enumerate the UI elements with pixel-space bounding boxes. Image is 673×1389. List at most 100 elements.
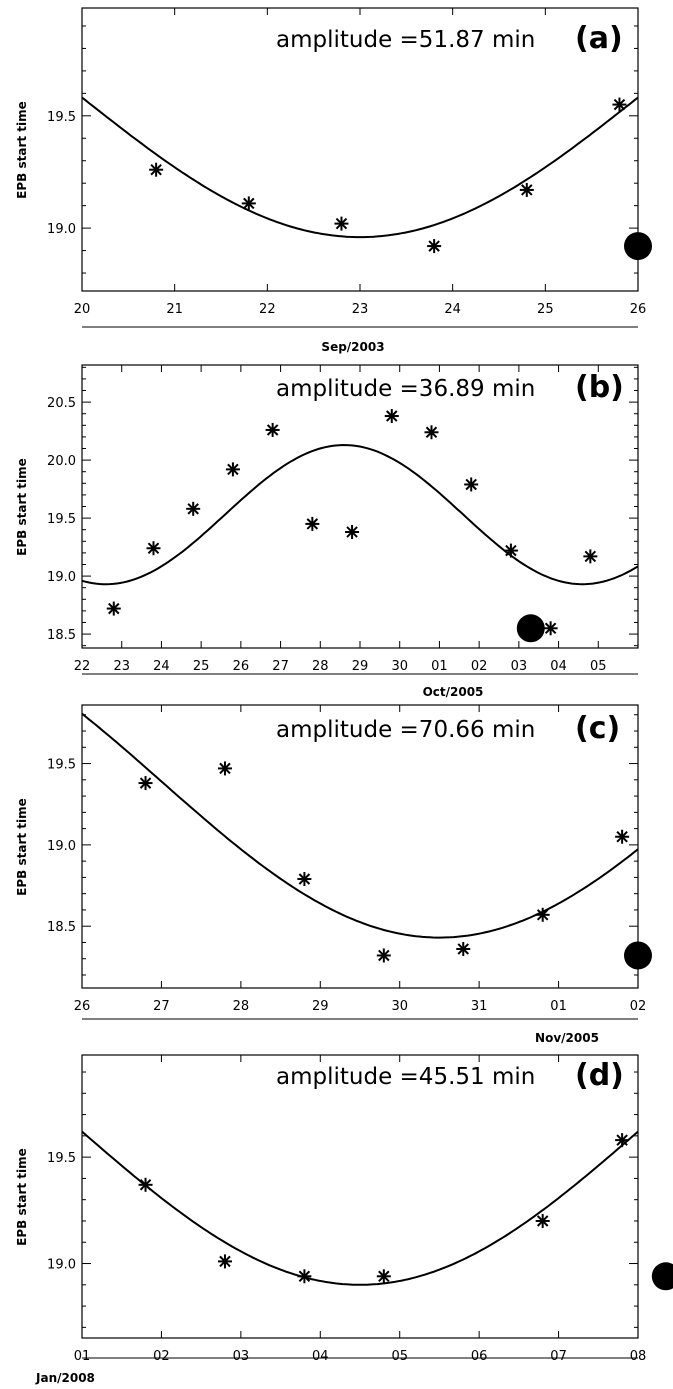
x-axis-label-d: Jan/2008: [35, 1371, 95, 1385]
y-tick-label-a: 19.0: [47, 222, 76, 237]
asterisk-point-d: [217, 1254, 232, 1269]
y-tick-label-b: 20.0: [47, 454, 76, 469]
amplitude-annotation-c: amplitude =70.66 min: [276, 717, 535, 743]
asterisk-point-c: [376, 948, 391, 963]
x-tick-label-a: 24: [444, 302, 461, 317]
filled-circle-point-a: [624, 232, 652, 261]
data-points-c: [138, 761, 652, 970]
x-tick-label-d: 05: [391, 1349, 408, 1364]
data-points-d: [138, 1133, 673, 1291]
asterisk-point-a: [612, 97, 627, 112]
asterisk-point-b: [265, 422, 280, 437]
x-tick-label-b: 03: [511, 659, 528, 674]
y-tick-label-b: 20.5: [47, 396, 76, 411]
x-tick-label-b: 29: [352, 659, 369, 674]
panel-d: 01 02 03 04 05 06 07 08 19.0 19.5 amplitude =45.…: [15, 1054, 673, 1385]
x-axis-label-a: Sep/2003: [321, 340, 384, 354]
fit-curve-c: [82, 712, 638, 939]
y-axis-ticks-b: 18.5 19.0 19.5 20.0 20.5: [47, 366, 638, 647]
asterisk-point-c: [456, 941, 471, 956]
panel-label-d: (d): [575, 1058, 624, 1093]
asterisk-point-d: [376, 1269, 391, 1284]
x-tick-label-b: 22: [74, 659, 91, 674]
panel-a: 20 21 22 23 24 25 26 19.0 19.5 amplitude =51.87…: [15, 7, 652, 354]
x-tick-label-b: 30: [391, 659, 408, 674]
x-axis-label-b: Oct/2005: [423, 685, 484, 699]
x-tick-label-c: 30: [391, 999, 408, 1014]
fit-curve-a: [82, 96, 638, 239]
x-tick-label-b: 02: [471, 659, 488, 674]
asterisk-point-a: [427, 239, 442, 254]
panel-b: 22 23 24 25 26 27 28 29 30 01 02 03 04 05 18.5 19.0 19.…: [15, 364, 639, 699]
asterisk-point-b: [503, 543, 518, 558]
amplitude-annotation-a: amplitude =51.87 min: [276, 27, 535, 53]
x-tick-label-a: 23: [352, 302, 369, 317]
x-tick-label-d: 01: [74, 1349, 91, 1364]
x-tick-label-a: 25: [537, 302, 554, 317]
data-points-a: [149, 97, 652, 261]
y-axis-label-c: EPB start time: [15, 798, 29, 896]
x-axis-ticks-a: 20 21 22 23 24 25 26: [74, 8, 647, 317]
y-tick-label-b: 19.0: [47, 570, 76, 585]
filled-circle-point-b: [516, 614, 545, 643]
y-tick-label-d: 19.5: [47, 1151, 76, 1166]
x-tick-label-c: 28: [233, 999, 250, 1014]
panel-c: 26 27 28 29 30 31 01 02 18.5 19.0 19.5 amplitude …: [15, 704, 652, 1045]
x-tick-label-a: 22: [259, 302, 276, 317]
x-tick-label-d: 02: [153, 1349, 170, 1364]
y-axis-ticks-a: 19.0 19.5: [47, 25, 638, 274]
asterisk-point-b: [543, 621, 558, 636]
x-tick-label-d: 04: [312, 1349, 329, 1364]
y-axis-ticks-c: 18.5 19.0 19.5: [47, 714, 638, 976]
asterisk-point-b: [384, 409, 399, 424]
amplitude-annotation-d: amplitude =45.51 min: [276, 1064, 535, 1090]
x-tick-label-c: 26: [74, 999, 91, 1014]
x-tick-label-c: 31: [471, 999, 488, 1014]
x-tick-label-b: 01: [431, 659, 448, 674]
asterisk-point-c: [297, 872, 312, 887]
fit-line-d: [82, 1130, 638, 1286]
x-tick-label-b: 26: [233, 659, 250, 674]
fit-line-a: [82, 96, 638, 239]
asterisk-point-a: [334, 216, 349, 231]
asterisk-point-b: [186, 501, 201, 516]
y-axis-label-b: EPB start time: [15, 458, 29, 556]
x-tick-label-d: 08: [630, 1349, 647, 1364]
y-tick-label-b: 19.5: [47, 512, 76, 527]
y-axis-ticks-d: 19.0 19.5: [47, 1071, 638, 1328]
x-tick-label-b: 05: [590, 659, 607, 674]
y-axis-label-a: EPB start time: [15, 101, 29, 199]
x-tick-label-a: 21: [166, 302, 183, 317]
x-tick-label-b: 24: [153, 659, 170, 674]
data-points-b: [106, 409, 598, 643]
x-tick-label-c: 27: [153, 999, 170, 1014]
asterisk-point-b: [305, 516, 320, 531]
x-tick-label-b: 04: [550, 659, 567, 674]
x-tick-label-a: 20: [74, 302, 91, 317]
filled-circle-point-d: [651, 1262, 673, 1291]
x-tick-label-d: 07: [550, 1349, 567, 1364]
plot-frame-d: [81, 1054, 639, 1339]
panel-label-c: (c): [575, 711, 620, 746]
plot-frame-b: [81, 364, 639, 649]
y-tick-label-c: 19.5: [47, 758, 76, 773]
asterisk-point-c: [217, 761, 232, 776]
x-tick-label-b: 23: [113, 659, 130, 674]
x-tick-label-c: 01: [550, 999, 567, 1014]
fit-curve-b: [82, 443, 638, 586]
y-tick-label-d: 19.0: [47, 1258, 76, 1273]
asterisk-point-d: [297, 1269, 312, 1284]
fit-curve-d: [82, 1130, 638, 1286]
x-tick-label-d: 03: [233, 1349, 250, 1364]
amplitude-annotation-b: amplitude =36.89 min: [276, 376, 535, 402]
fit-line-b: [82, 443, 638, 586]
x-axis-ticks-b: 22 23 24 25 26 27 28 29 30 01 02 03 04 05: [74, 365, 639, 674]
asterisk-point-c: [138, 776, 153, 791]
x-tick-label-a: 26: [630, 302, 647, 317]
asterisk-point-b: [146, 541, 161, 556]
fit-line-c: [82, 712, 638, 939]
asterisk-point-a: [519, 182, 534, 197]
x-tick-label-b: 27: [272, 659, 289, 674]
x-tick-label-c: 02: [630, 999, 647, 1014]
asterisk-point-b: [464, 477, 479, 492]
